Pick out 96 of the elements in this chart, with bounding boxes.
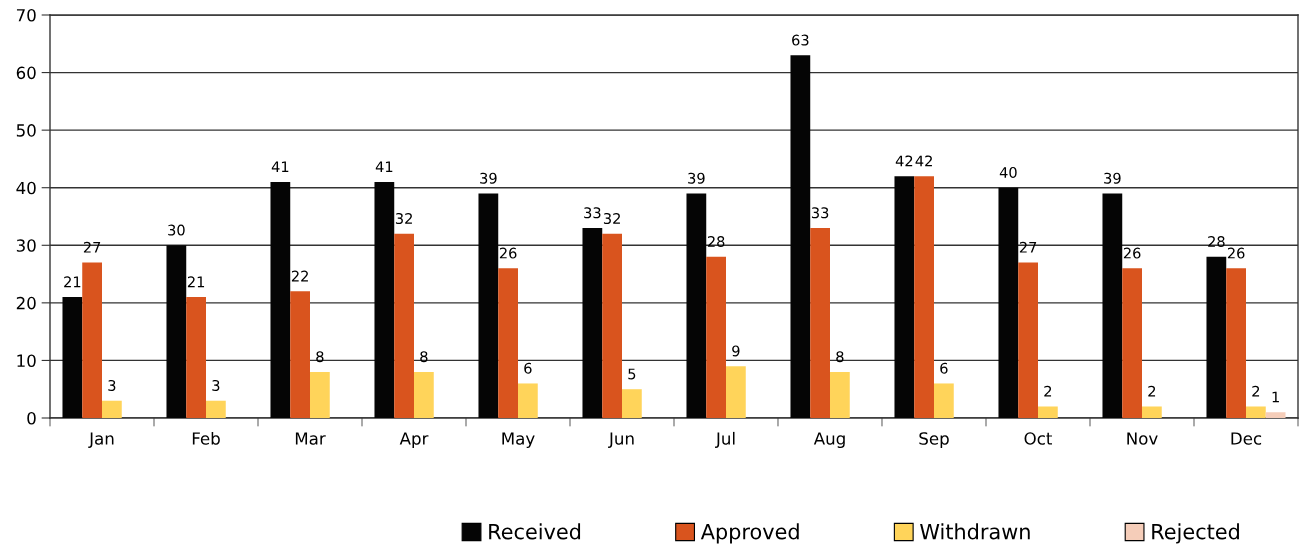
bar xyxy=(166,245,187,418)
bar xyxy=(102,400,122,418)
bar xyxy=(726,366,746,418)
data-label: 2 xyxy=(1252,385,1260,397)
data-label: 8 xyxy=(836,351,844,363)
data-label: 8 xyxy=(420,351,428,363)
bar xyxy=(478,193,499,418)
bar xyxy=(374,181,395,418)
y-tick-label: 50 xyxy=(16,124,36,137)
data-label: 9 xyxy=(732,345,740,357)
legend-label: Withdrawn xyxy=(920,523,1030,540)
data-label: 2 xyxy=(1148,385,1156,397)
data-label: 3 xyxy=(108,379,116,391)
bar xyxy=(810,228,830,418)
x-tick-label: Jan xyxy=(88,432,114,448)
bar xyxy=(310,371,330,418)
x-tick-label: Nov xyxy=(1127,432,1158,445)
data-label: 41 xyxy=(271,161,289,173)
data-label: 63 xyxy=(792,34,809,46)
data-label: 42 xyxy=(915,155,932,167)
x-tick-label: Sep xyxy=(919,432,949,449)
data-label: 42 xyxy=(895,155,913,167)
data-label: 3 xyxy=(212,379,220,391)
x-tick-label: May xyxy=(502,432,535,449)
bar xyxy=(62,297,83,418)
data-label: 26 xyxy=(1123,247,1141,259)
data-label: 39 xyxy=(480,172,497,184)
x-tick-label: Dec xyxy=(1231,432,1262,445)
bar xyxy=(602,233,622,418)
y-tick-label: 70 xyxy=(16,8,36,22)
data-label: 41 xyxy=(375,161,393,173)
data-label: 22 xyxy=(291,270,308,282)
y-tick-label: 30 xyxy=(16,239,36,252)
data-label: 32 xyxy=(395,213,412,225)
data-label: 33 xyxy=(811,207,829,219)
data-label: 2 xyxy=(1044,385,1052,397)
bar xyxy=(290,291,310,418)
bar xyxy=(914,176,934,418)
bar xyxy=(622,389,642,418)
bar xyxy=(686,193,707,418)
bar xyxy=(934,383,954,418)
data-label: 30 xyxy=(168,224,185,236)
y-tick-label: 20 xyxy=(16,296,36,310)
bar xyxy=(206,400,226,418)
data-label: 26 xyxy=(1227,247,1245,259)
x-tick-label: Feb xyxy=(192,431,220,445)
bar xyxy=(1246,406,1266,418)
data-label: 5 xyxy=(628,368,636,380)
data-label: 33 xyxy=(584,207,601,219)
data-label: 26 xyxy=(499,247,517,259)
bar xyxy=(582,228,603,418)
bar xyxy=(1102,193,1123,418)
y-tick-label: 40 xyxy=(16,181,36,195)
data-label: 40 xyxy=(999,166,1017,178)
bar xyxy=(518,383,538,418)
bar xyxy=(830,371,850,418)
legend-label: Approved xyxy=(700,523,799,544)
bar xyxy=(706,256,726,418)
data-label: 21 xyxy=(187,276,205,288)
bar xyxy=(1142,406,1162,418)
x-tick-label: Aug xyxy=(813,432,845,449)
y-tick-label: 0 xyxy=(27,411,36,425)
bar xyxy=(1206,256,1227,418)
bar xyxy=(1265,412,1286,418)
bar xyxy=(186,297,206,418)
data-label: 28 xyxy=(1208,236,1225,248)
data-label: 28 xyxy=(707,236,725,248)
x-tick-label: Jul xyxy=(715,431,735,448)
x-tick-label: Apr xyxy=(399,432,429,449)
data-label: 39 xyxy=(688,172,705,184)
bar xyxy=(1226,268,1246,418)
data-label: 6 xyxy=(940,362,948,374)
bar xyxy=(270,181,291,418)
bar xyxy=(998,187,1019,418)
y-tick-label: 60 xyxy=(16,66,36,80)
bar xyxy=(394,233,414,418)
bar xyxy=(498,268,518,418)
data-label: 32 xyxy=(603,213,620,225)
x-tick-label: Jun xyxy=(608,432,634,448)
y-tick-label: 10 xyxy=(17,354,36,367)
bar xyxy=(1038,406,1058,418)
data-label: 1 xyxy=(1272,391,1279,403)
bar xyxy=(790,55,811,418)
x-tick-label: Mar xyxy=(295,432,326,445)
legend-label: Received xyxy=(489,523,581,540)
data-label: 21 xyxy=(64,276,81,288)
data-label: 8 xyxy=(316,351,324,363)
bar xyxy=(894,176,915,418)
data-label: 39 xyxy=(1104,172,1121,184)
bar xyxy=(1122,268,1142,418)
bar xyxy=(1018,262,1038,418)
bar xyxy=(414,371,434,418)
x-tick-label: Oct xyxy=(1024,432,1053,445)
bar xyxy=(82,262,102,418)
legend-label: Rejected xyxy=(1152,523,1239,544)
data-label: 6 xyxy=(524,362,532,374)
